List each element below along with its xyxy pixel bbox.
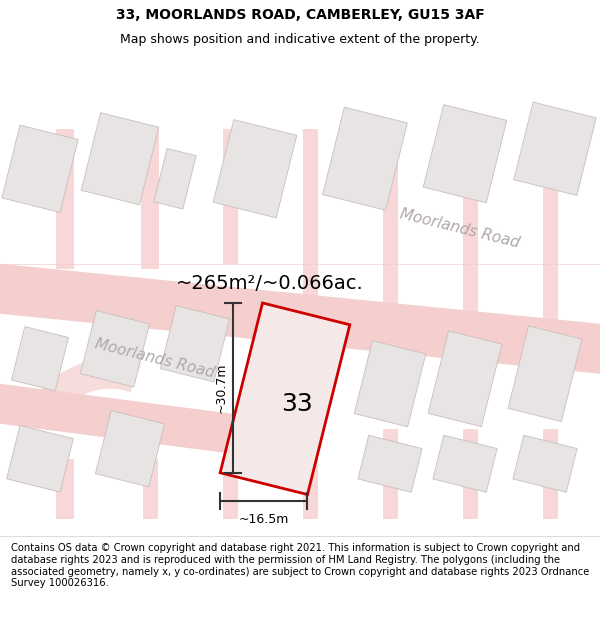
Polygon shape [513,435,577,492]
Text: ~265m²/~0.066ac.: ~265m²/~0.066ac. [176,274,364,293]
Polygon shape [354,341,426,427]
Polygon shape [508,326,582,422]
Polygon shape [514,102,596,196]
Polygon shape [542,429,557,519]
Polygon shape [0,264,600,374]
Polygon shape [141,129,159,269]
Polygon shape [160,306,230,382]
Text: Contains OS data © Crown copyright and database right 2021. This information is : Contains OS data © Crown copyright and d… [11,543,589,588]
Polygon shape [220,303,350,494]
Polygon shape [428,331,502,427]
Polygon shape [11,327,68,391]
Polygon shape [463,429,478,519]
Polygon shape [383,429,398,519]
Polygon shape [223,464,238,519]
Polygon shape [383,129,398,324]
Polygon shape [213,119,297,218]
Polygon shape [323,107,407,210]
Text: 33: 33 [281,392,313,416]
Text: ~30.7m: ~30.7m [215,362,227,413]
Polygon shape [302,129,317,319]
Polygon shape [2,125,78,212]
Polygon shape [463,129,478,329]
Polygon shape [433,435,497,492]
Polygon shape [542,129,557,334]
Text: 33, MOORLANDS ROAD, CAMBERLEY, GU15 3AF: 33, MOORLANDS ROAD, CAMBERLEY, GU15 3AF [116,8,484,22]
Polygon shape [56,129,74,269]
Text: Moorlands Road: Moorlands Road [94,337,217,381]
Polygon shape [223,129,238,264]
Polygon shape [7,426,73,492]
Text: Moorlands Road: Moorlands Road [398,207,521,251]
Polygon shape [302,429,317,519]
Polygon shape [0,384,310,464]
Polygon shape [25,359,141,428]
Polygon shape [95,411,164,487]
Polygon shape [81,112,159,205]
Polygon shape [423,104,507,203]
Polygon shape [143,459,157,519]
Text: ~16.5m: ~16.5m [239,512,289,526]
Text: Map shows position and indicative extent of the property.: Map shows position and indicative extent… [120,34,480,46]
Polygon shape [80,311,149,387]
Polygon shape [56,459,74,519]
Polygon shape [154,149,196,209]
Polygon shape [358,435,422,492]
